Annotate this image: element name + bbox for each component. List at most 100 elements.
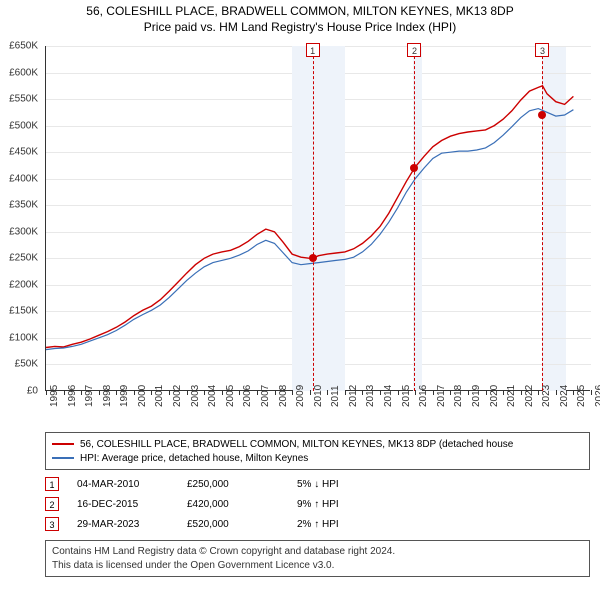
marker-dot — [410, 164, 418, 172]
legend-swatch — [52, 457, 74, 459]
title-subtitle: Price paid vs. HM Land Registry's House … — [0, 20, 600, 34]
x-tick — [292, 390, 293, 395]
x-axis-label: 2024 — [559, 385, 570, 407]
event-marker-box: 1 — [45, 477, 59, 491]
title-block: 56, COLESHILL PLACE, BRADWELL COMMON, MI… — [0, 0, 600, 34]
x-tick — [345, 390, 346, 395]
event-price: £250,000 — [187, 479, 297, 490]
x-tick — [116, 390, 117, 395]
x-axis-label: 2016 — [418, 385, 429, 407]
marker-dot — [309, 254, 317, 262]
event-date: 29-MAR-2023 — [77, 519, 187, 530]
chart-area: £0£50K£100K£150K£200K£250K£300K£350K£400… — [45, 46, 590, 416]
marker-box: 1 — [306, 43, 320, 57]
x-axis-label: 2019 — [471, 385, 482, 407]
x-tick — [327, 390, 328, 395]
x-tick — [486, 390, 487, 395]
y-axis-label: £150K — [0, 306, 38, 317]
legend-item: 56, COLESHILL PLACE, BRADWELL COMMON, MI… — [52, 437, 583, 451]
event-delta: 2% ↑ HPI — [297, 519, 590, 530]
x-axis-label: 2020 — [489, 385, 500, 407]
legend-label: HPI: Average price, detached house, Milt… — [80, 453, 308, 464]
x-axis-label: 1996 — [67, 385, 78, 407]
y-axis-label: £300K — [0, 226, 38, 237]
x-axis-label: 2022 — [524, 385, 535, 407]
x-tick — [134, 390, 135, 395]
event-price: £420,000 — [187, 499, 297, 510]
x-axis-label: 2002 — [172, 385, 183, 407]
marker-line — [542, 46, 543, 391]
plot: £0£50K£100K£150K£200K£250K£300K£350K£400… — [45, 46, 590, 391]
x-tick — [169, 390, 170, 395]
x-axis-label: 2007 — [260, 385, 271, 407]
x-tick — [239, 390, 240, 395]
x-tick — [204, 390, 205, 395]
x-tick — [257, 390, 258, 395]
x-axis-label: 1997 — [84, 385, 95, 407]
x-axis-label: 2000 — [137, 385, 148, 407]
x-tick — [310, 390, 311, 395]
event-row: 104-MAR-2010£250,0005% ↓ HPI — [45, 474, 590, 494]
series-hpi — [46, 109, 573, 350]
footer: Contains HM Land Registry data © Crown c… — [45, 540, 590, 577]
x-tick — [521, 390, 522, 395]
marker-line — [313, 46, 314, 391]
x-axis-label: 1999 — [119, 385, 130, 407]
x-axis-label: 2010 — [313, 385, 324, 407]
y-axis-label: £450K — [0, 147, 38, 158]
x-tick — [398, 390, 399, 395]
x-axis-label: 2004 — [207, 385, 218, 407]
x-axis-label: 2011 — [330, 385, 341, 407]
y-axis-label: £350K — [0, 200, 38, 211]
x-tick — [81, 390, 82, 395]
y-axis-label: £500K — [0, 120, 38, 131]
event-date: 16-DEC-2015 — [77, 499, 187, 510]
title-address: 56, COLESHILL PLACE, BRADWELL COMMON, MI… — [0, 4, 600, 18]
footer-copyright: Contains HM Land Registry data © Crown c… — [52, 545, 583, 559]
y-axis-label: £50K — [0, 359, 38, 370]
x-axis-label: 2006 — [242, 385, 253, 407]
events-table: 104-MAR-2010£250,0005% ↓ HPI 2 16-DEC-2015… — [45, 474, 590, 534]
x-tick — [450, 390, 451, 395]
chart-svg — [46, 46, 591, 391]
event-delta: 5% ↓ HPI — [297, 479, 590, 490]
x-tick — [99, 390, 100, 395]
event-marker-box: 3 — [45, 517, 59, 531]
y-axis-label: £650K — [0, 41, 38, 52]
x-tick — [538, 390, 539, 395]
x-tick — [222, 390, 223, 395]
event-row: 329-MAR-2023£520,0002% ↑ HPI — [45, 514, 590, 534]
x-axis-label: 2021 — [506, 385, 517, 407]
marker-box: 3 — [535, 43, 549, 57]
legend-item: HPI: Average price, detached house, Milt… — [52, 451, 583, 465]
x-axis-label: 1995 — [49, 385, 60, 407]
marker-dot — [538, 111, 546, 119]
x-tick — [187, 390, 188, 395]
y-axis-label: £200K — [0, 279, 38, 290]
y-axis-label: £100K — [0, 332, 38, 343]
x-axis-label: 2005 — [225, 385, 236, 407]
y-axis-label: £400K — [0, 173, 38, 184]
legend-label: 56, COLESHILL PLACE, BRADWELL COMMON, MI… — [80, 439, 513, 450]
x-axis-label: 2014 — [383, 385, 394, 407]
x-axis-label: 2012 — [348, 385, 359, 407]
x-tick — [362, 390, 363, 395]
legend-swatch — [52, 443, 74, 445]
x-tick — [275, 390, 276, 395]
x-tick — [591, 390, 592, 395]
x-tick — [468, 390, 469, 395]
x-tick — [64, 390, 65, 395]
x-axis-label: 2026 — [594, 385, 600, 407]
y-axis-label: £0 — [0, 386, 38, 397]
x-axis-label: 2013 — [365, 385, 376, 407]
y-axis-label: £550K — [0, 94, 38, 105]
x-tick — [433, 390, 434, 395]
x-axis-label: 2018 — [453, 385, 464, 407]
y-axis-label: £600K — [0, 67, 38, 78]
x-tick — [556, 390, 557, 395]
event-marker-box: 2 — [45, 497, 59, 511]
marker-line — [414, 46, 415, 391]
event-row: 216-DEC-2015£420,0009% ↑ HPI — [45, 494, 590, 514]
x-axis-label: 2015 — [401, 385, 412, 407]
x-axis-label: 2017 — [436, 385, 447, 407]
